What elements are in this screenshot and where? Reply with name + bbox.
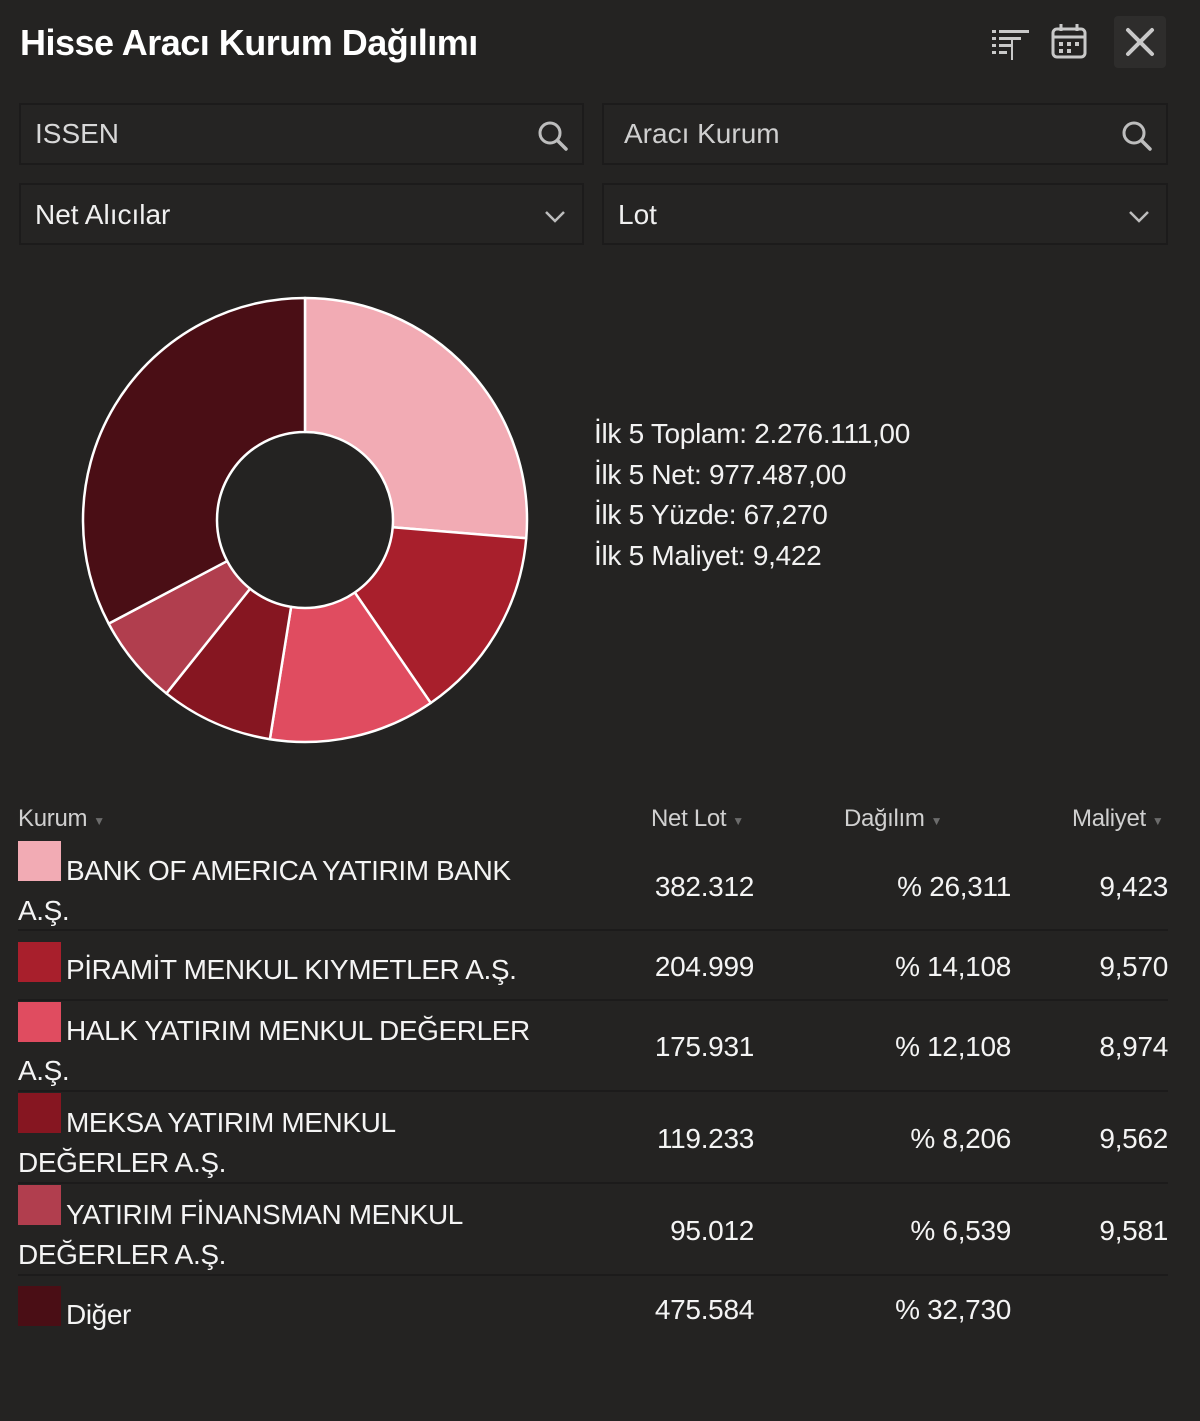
broker-name: HALK YATIRIM MENKUL DEĞERLER A.Ş. (18, 1015, 530, 1086)
broker-donut-chart (81, 296, 529, 744)
calendar-icon[interactable] (1043, 16, 1095, 68)
side-select-value: Net Alıcılar (35, 199, 171, 230)
sort-caret-icon: ▼ (1151, 814, 1164, 828)
color-swatch (18, 1286, 61, 1326)
net-lot-cell: 204.999 (654, 951, 754, 982)
table-row[interactable]: MEKSA YATIRIM MENKUL DEĞERLER A.Ş. 119.2… (18, 1092, 1168, 1184)
page-title: Hisse Aracı Kurum Dağılımı (20, 22, 478, 63)
maliyet-cell: 9,570 (1099, 951, 1168, 982)
sort-caret-icon: ▼ (732, 814, 744, 828)
table-row[interactable]: HALK YATIRIM MENKUL DEĞERLER A.Ş. 175.93… (18, 1001, 1168, 1092)
table-row[interactable]: YATIRIM FİNANSMAN MENKUL DEĞERLER A.Ş. 9… (18, 1184, 1168, 1276)
maliyet-cell: 9,581 (1099, 1215, 1168, 1246)
color-swatch (18, 1002, 61, 1042)
column-header-net-lot[interactable]: Net Lot ▼ (651, 805, 744, 833)
maliyet-cell: 8,974 (1099, 1031, 1168, 1062)
panel-header: Hisse Aracı Kurum Dağılımı (0, 0, 1200, 92)
column-header-maliyet[interactable]: Maliyet ▼ (1072, 805, 1164, 833)
sort-caret-icon: ▼ (93, 814, 105, 828)
close-icon[interactable] (1114, 16, 1166, 68)
summary-total: İlk 5 Toplam: 2.276.111,00 (594, 418, 910, 449)
broker-search-field (602, 103, 1168, 165)
dagilim-cell: % 12,108 (895, 1031, 1011, 1062)
color-swatch (18, 1185, 61, 1225)
net-lot-cell: 175.931 (654, 1031, 754, 1062)
table-row[interactable]: Diğer 475.584 % 32,730 (18, 1276, 1168, 1346)
donut-slice-5[interactable] (81, 296, 307, 625)
summary-cost: İlk 5 Maliyet: 9,422 (594, 539, 822, 571)
donut-slice-2[interactable] (268, 591, 432, 744)
unit-select-value: Lot (618, 199, 657, 230)
summary-net: İlk 5 Net: 977.487,00 (594, 458, 847, 490)
column-header-kurum[interactable]: Kurum ▼ (18, 805, 105, 833)
donut-slice-1[interactable] (353, 525, 528, 705)
dagilim-cell: % 26,311 (897, 871, 1011, 902)
net-lot-cell: 95.012 (670, 1215, 754, 1246)
broker-name: MEKSA YATIRIM MENKUL DEĞERLER A.Ş. (18, 1107, 395, 1178)
maliyet-cell: 9,423 (1099, 871, 1168, 902)
side-select[interactable]: Net Alıcılar (19, 183, 584, 245)
unit-select[interactable]: Lot (602, 183, 1168, 245)
column-header-label: Kurum (18, 805, 88, 832)
color-swatch (18, 1093, 61, 1133)
table-row[interactable]: PİRAMİT MENKUL KIYMETLER A.Ş. 204.999 % … (18, 931, 1168, 1001)
column-header-label: Dağılım (844, 805, 925, 832)
table-row[interactable]: BANK OF AMERICA YATIRIM BANK A.Ş. 382.31… (18, 838, 1168, 931)
net-lot-cell: 119.233 (656, 1123, 754, 1154)
column-header-label: Net Lot (651, 805, 727, 832)
broker-name: BANK OF AMERICA YATIRIM BANK A.Ş. (18, 855, 511, 926)
dagilim-cell: % 32,730 (895, 1294, 1011, 1325)
chevron-down-icon (1129, 211, 1149, 223)
broker-name: PİRAMİT MENKUL KIYMETLER A.Ş. (66, 954, 517, 985)
net-lot-cell: 475.584 (654, 1294, 754, 1325)
maliyet-cell: 9,562 (1099, 1123, 1168, 1154)
column-header-label: Maliyet (1072, 805, 1146, 832)
broker-search-input[interactable] (604, 105, 1166, 163)
color-swatch (18, 841, 61, 881)
dagilim-cell: % 8,206 (910, 1123, 1011, 1154)
net-lot-cell: 382.312 (654, 871, 754, 902)
sort-caret-icon: ▼ (930, 814, 943, 828)
summary-percent: İlk 5 Yüzde: 67,270 (594, 499, 828, 530)
dagilim-cell: % 6,539 (910, 1215, 1011, 1246)
stock-search-input[interactable] (21, 105, 582, 163)
color-swatch (18, 942, 61, 982)
top5-summary: İlk 5 Toplam: 2.276.111,00 İlk 5 Net: 97… (594, 414, 910, 576)
filter-sort-icon[interactable] (984, 16, 1036, 68)
chevron-down-icon (545, 211, 565, 223)
broker-name: YATIRIM FİNANSMAN MENKUL DEĞERLER A.Ş. (18, 1199, 462, 1270)
search-icon[interactable] (1120, 119, 1154, 153)
column-header-dagilim[interactable]: Dağılım ▼ (844, 805, 942, 833)
broker-name: Diğer (66, 1299, 131, 1330)
donut-slice-0[interactable] (303, 296, 529, 540)
search-icon[interactable] (536, 119, 570, 153)
stock-search-field (19, 103, 584, 165)
dagilim-cell: % 14,108 (895, 951, 1011, 982)
